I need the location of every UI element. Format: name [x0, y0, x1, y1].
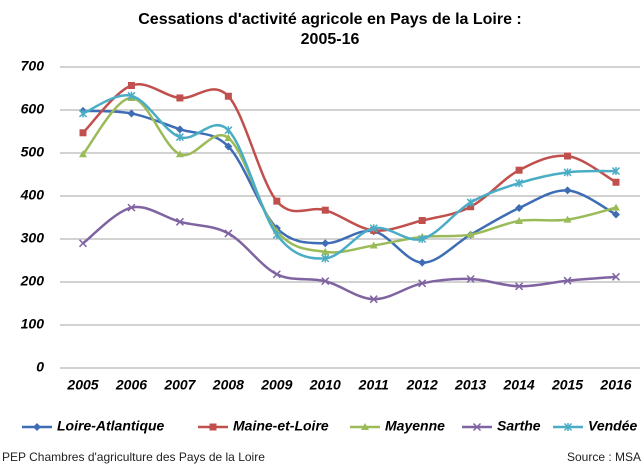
- legend-label: Vendée: [588, 418, 637, 434]
- x-tick-label: 2008: [212, 377, 244, 393]
- y-tick-label: 200: [20, 273, 45, 289]
- marker: [272, 230, 281, 239]
- x-tick-label: 2014: [503, 377, 535, 393]
- x-tick-label: 2015: [551, 377, 583, 393]
- marker: [369, 224, 378, 233]
- marker: [418, 258, 427, 267]
- marker: [321, 247, 330, 255]
- marker: [78, 239, 88, 248]
- marker: [321, 254, 330, 263]
- x-tick-label: 2010: [309, 377, 341, 393]
- y-tick-label: 500: [21, 144, 45, 160]
- marker: [33, 423, 41, 431]
- marker: [175, 217, 184, 226]
- marker: [361, 423, 369, 430]
- chart-title: Cessations d'activité agricole en Pays d…: [138, 11, 522, 28]
- y-tick-label: 400: [20, 187, 45, 203]
- marker: [127, 203, 136, 212]
- x-tick-label: 2013: [454, 377, 486, 393]
- marker: [224, 92, 232, 100]
- marker: [466, 198, 475, 207]
- x-tick-label: 2016: [599, 377, 631, 393]
- marker: [273, 197, 281, 205]
- marker: [612, 203, 620, 211]
- marker: [224, 133, 233, 141]
- marker: [224, 142, 233, 151]
- marker: [564, 152, 572, 160]
- marker: [467, 203, 475, 211]
- x-tick-label: 2007: [163, 377, 196, 393]
- series-line: [82, 83, 617, 232]
- marker: [563, 168, 572, 177]
- series-line: [82, 94, 617, 260]
- marker: [175, 133, 184, 142]
- marker: [127, 91, 136, 100]
- marker: [224, 126, 233, 135]
- marker: [78, 109, 88, 118]
- marker: [321, 206, 329, 214]
- marker: [418, 234, 427, 244]
- marker: [563, 186, 572, 195]
- marker: [418, 217, 426, 225]
- marker: [321, 277, 330, 286]
- marker: [175, 125, 184, 134]
- marker: [612, 178, 620, 186]
- marker: [515, 204, 524, 213]
- marker: [466, 274, 475, 284]
- chart-title: 2005-16: [301, 31, 360, 48]
- legend-label: Maine-et-Loire: [233, 418, 329, 434]
- series-line: [82, 96, 617, 254]
- marker: [418, 279, 427, 288]
- marker: [224, 229, 233, 238]
- marker: [515, 166, 523, 174]
- marker: [79, 129, 87, 137]
- marker: [515, 282, 524, 291]
- marker: [127, 109, 136, 118]
- marker: [612, 210, 620, 219]
- marker: [466, 230, 475, 238]
- footer-right: Source : MSA: [567, 450, 641, 464]
- x-tick-label: 2005: [66, 377, 98, 393]
- legend-label: Loire-Atlantique: [57, 418, 165, 434]
- marker: [209, 423, 217, 431]
- y-tick-label: 0: [36, 359, 44, 375]
- marker: [515, 216, 524, 224]
- legend-label: Sarthe: [497, 418, 541, 434]
- x-tick-label: 2012: [406, 377, 438, 393]
- legend-label: Mayenne: [385, 418, 445, 434]
- marker: [175, 150, 184, 158]
- footer-left: PEP Chambres d'agriculture des Pays de l…: [2, 450, 265, 464]
- x-tick-label: 2009: [260, 377, 292, 393]
- series-line: [82, 205, 617, 301]
- marker: [563, 422, 573, 432]
- marker: [611, 167, 621, 176]
- marker: [563, 276, 572, 285]
- marker: [176, 94, 184, 102]
- marker: [563, 215, 572, 223]
- marker: [472, 422, 482, 432]
- x-tick-label: 2011: [358, 377, 389, 393]
- marker: [369, 241, 378, 249]
- marker: [515, 179, 524, 188]
- marker: [272, 270, 281, 279]
- y-tick-label: 600: [21, 101, 45, 117]
- marker: [79, 150, 87, 158]
- x-tick-label: 2006: [115, 377, 147, 393]
- marker: [321, 239, 330, 248]
- marker: [611, 272, 621, 281]
- marker: [369, 295, 378, 304]
- marker: [127, 81, 135, 89]
- y-tick-label: 300: [21, 230, 45, 246]
- y-tick-label: 700: [21, 58, 45, 74]
- y-tick-label: 100: [21, 316, 45, 332]
